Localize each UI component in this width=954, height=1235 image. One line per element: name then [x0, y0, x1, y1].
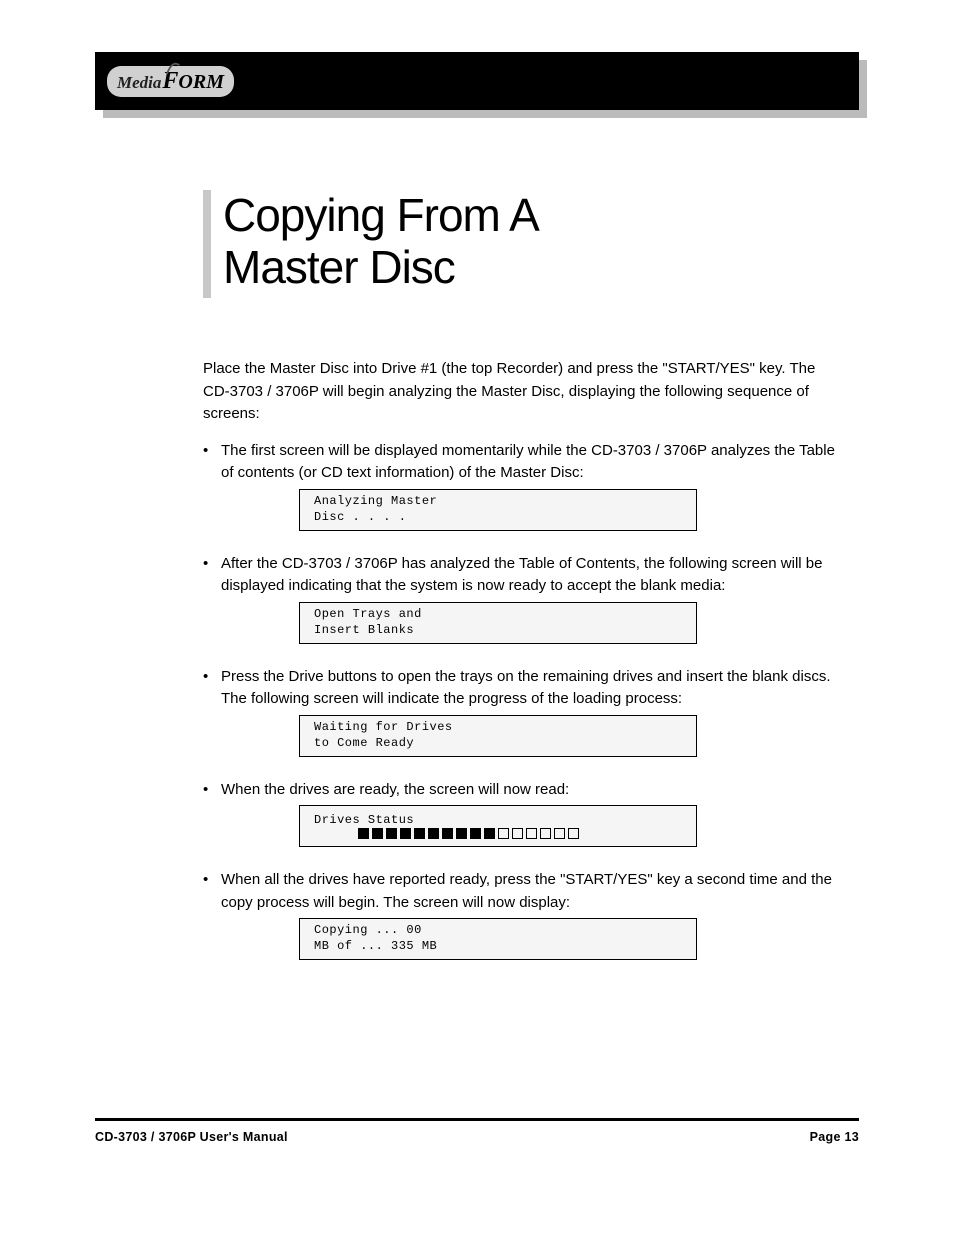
lcd-display: Open Trays and Insert Blanks	[299, 602, 697, 644]
bullet-dot-icon: •	[203, 779, 221, 860]
bullet-text: Press the Drive buttons to open the tray…	[221, 666, 839, 711]
lcd-display: Copying ... 00 MB of ... 335 MB	[299, 918, 697, 960]
lcd-display: Waiting for Drives to Come Ready	[299, 715, 697, 757]
lcd-line2: Disc . . . .	[314, 510, 696, 526]
bullet-dot-icon: •	[203, 553, 221, 656]
lcd-line2: MB of ... 335 MB	[314, 939, 696, 955]
lcd-line1: Waiting for Drives	[314, 720, 696, 736]
logo-text-orm: ORM	[178, 71, 224, 94]
lcd-line1: Copying ... 00	[314, 923, 696, 939]
progress-square-filled-icon	[414, 828, 425, 839]
bullet-item: • The first screen will be displayed mom…	[203, 440, 839, 543]
lcd-line1: Drives Status	[314, 813, 414, 829]
bullet-item: • After the CD-3703 / 3706P has analyzed…	[203, 553, 839, 656]
bullet-item: • When the drives are ready, the screen …	[203, 779, 839, 860]
progress-square-empty-icon	[540, 828, 551, 839]
progress-square-empty-icon	[498, 828, 509, 839]
progress-square-filled-icon	[456, 828, 467, 839]
progress-square-filled-icon	[400, 828, 411, 839]
progress-square-filled-icon	[428, 828, 439, 839]
header-main: Media F ORM	[95, 52, 859, 110]
logo-swoosh-icon	[165, 58, 183, 76]
bullet-text: The first screen will be displayed momen…	[221, 440, 839, 485]
footer-right: Page 13	[810, 1130, 859, 1144]
section-heading: Copying From A Master Disc	[203, 190, 859, 298]
bullet-text: After the CD-3703 / 3706P has analyzed t…	[221, 553, 839, 598]
page-footer: CD-3703 / 3706P User's Manual Page 13	[95, 1130, 859, 1144]
section-title-line1: Copying From A	[223, 190, 539, 242]
progress-square-filled-icon	[442, 828, 453, 839]
section-title-line2: Master Disc	[223, 242, 539, 294]
intro-paragraph: Place the Master Disc into Drive #1 (the…	[203, 358, 839, 426]
lcd-line1: Open Trays and	[314, 607, 696, 623]
progress-square-empty-icon	[568, 828, 579, 839]
progress-square-filled-icon	[470, 828, 481, 839]
footer-rule	[95, 1118, 859, 1121]
body-content: Place the Master Disc into Drive #1 (the…	[203, 358, 839, 972]
progress-square-filled-icon	[358, 828, 369, 839]
section-title: Copying From A Master Disc	[223, 190, 539, 298]
bullet-text: When all the drives have reported ready,…	[221, 869, 839, 914]
progress-square-filled-icon	[484, 828, 495, 839]
progress-square-empty-icon	[512, 828, 523, 839]
progress-square-empty-icon	[526, 828, 537, 839]
lcd-display-progress: Drives Status	[299, 805, 697, 847]
bullet-item: • When all the drives have reported read…	[203, 869, 839, 972]
lcd-progress-bar	[358, 828, 579, 839]
lcd-line1: Analyzing Master	[314, 494, 696, 510]
lcd-display: Analyzing Master Disc . . . .	[299, 489, 697, 531]
mediaform-logo: Media F ORM	[107, 66, 234, 97]
bullet-dot-icon: •	[203, 666, 221, 769]
bullet-dot-icon: •	[203, 440, 221, 543]
footer-left: CD-3703 / 3706P User's Manual	[95, 1130, 288, 1144]
bullet-text: When the drives are ready, the screen wi…	[221, 779, 839, 802]
section-accent-bar	[203, 190, 211, 298]
progress-square-filled-icon	[386, 828, 397, 839]
progress-square-empty-icon	[554, 828, 565, 839]
bullet-dot-icon: •	[203, 869, 221, 972]
lcd-line2: to Come Ready	[314, 736, 696, 752]
header-bar: Media F ORM	[95, 52, 859, 110]
lcd-line2: Insert Blanks	[314, 623, 696, 639]
bullet-item: • Press the Drive buttons to open the tr…	[203, 666, 839, 769]
progress-square-filled-icon	[372, 828, 383, 839]
logo-text-media: Media	[117, 73, 161, 93]
